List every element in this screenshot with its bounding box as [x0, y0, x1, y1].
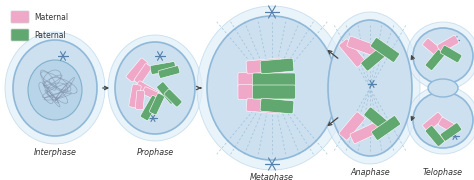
- Text: Metaphase: Metaphase: [250, 173, 294, 180]
- FancyBboxPatch shape: [423, 38, 443, 58]
- Ellipse shape: [428, 79, 458, 97]
- FancyBboxPatch shape: [11, 29, 29, 41]
- FancyBboxPatch shape: [135, 90, 145, 110]
- FancyBboxPatch shape: [157, 82, 177, 104]
- Ellipse shape: [197, 6, 347, 170]
- FancyBboxPatch shape: [339, 112, 365, 140]
- FancyBboxPatch shape: [129, 84, 141, 108]
- FancyBboxPatch shape: [440, 123, 462, 141]
- Ellipse shape: [413, 28, 473, 84]
- FancyBboxPatch shape: [253, 73, 295, 87]
- FancyBboxPatch shape: [142, 87, 162, 101]
- FancyBboxPatch shape: [339, 39, 365, 67]
- FancyBboxPatch shape: [140, 95, 160, 121]
- FancyBboxPatch shape: [150, 62, 176, 74]
- FancyBboxPatch shape: [246, 58, 282, 74]
- FancyBboxPatch shape: [260, 58, 294, 74]
- FancyBboxPatch shape: [364, 107, 392, 133]
- FancyBboxPatch shape: [238, 84, 286, 100]
- Ellipse shape: [207, 16, 337, 160]
- Text: Interphase: Interphase: [34, 148, 76, 157]
- FancyBboxPatch shape: [11, 11, 29, 23]
- Ellipse shape: [413, 92, 473, 148]
- Text: Anaphase: Anaphase: [350, 168, 390, 177]
- FancyBboxPatch shape: [135, 81, 159, 99]
- FancyBboxPatch shape: [440, 45, 462, 63]
- Text: Telophase: Telophase: [423, 168, 463, 177]
- FancyBboxPatch shape: [425, 50, 445, 70]
- FancyBboxPatch shape: [149, 93, 164, 115]
- FancyBboxPatch shape: [126, 58, 148, 82]
- Ellipse shape: [320, 12, 420, 164]
- FancyBboxPatch shape: [371, 38, 400, 62]
- Ellipse shape: [28, 60, 82, 120]
- Ellipse shape: [328, 20, 412, 156]
- Text: Prophase: Prophase: [137, 148, 173, 157]
- Ellipse shape: [5, 32, 105, 144]
- FancyBboxPatch shape: [158, 66, 180, 78]
- FancyBboxPatch shape: [134, 64, 152, 84]
- FancyBboxPatch shape: [372, 116, 401, 140]
- FancyBboxPatch shape: [238, 73, 286, 87]
- FancyBboxPatch shape: [437, 35, 459, 53]
- FancyBboxPatch shape: [347, 36, 377, 56]
- FancyBboxPatch shape: [253, 85, 295, 99]
- FancyBboxPatch shape: [423, 112, 443, 132]
- FancyBboxPatch shape: [164, 89, 182, 107]
- FancyBboxPatch shape: [438, 117, 460, 135]
- Ellipse shape: [115, 42, 195, 134]
- Ellipse shape: [13, 40, 97, 136]
- FancyBboxPatch shape: [425, 126, 445, 146]
- FancyBboxPatch shape: [260, 98, 294, 114]
- Ellipse shape: [407, 86, 474, 154]
- Ellipse shape: [108, 35, 202, 141]
- FancyBboxPatch shape: [246, 98, 282, 114]
- Ellipse shape: [407, 22, 474, 90]
- Text: Maternal: Maternal: [34, 14, 68, 22]
- Text: Paternal: Paternal: [34, 31, 66, 40]
- FancyBboxPatch shape: [361, 45, 389, 71]
- FancyBboxPatch shape: [350, 122, 380, 144]
